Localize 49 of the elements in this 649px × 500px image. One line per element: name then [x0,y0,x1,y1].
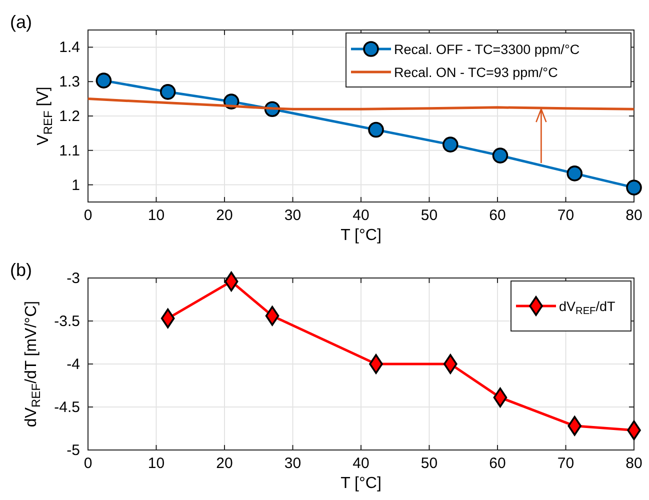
x-axis-title: T [°C] [340,475,382,492]
y-tick-label: 1.3 [59,74,80,91]
x-tick-label: 20 [216,207,233,224]
x-tick-label: 30 [284,207,302,224]
x-tick-label: 40 [352,455,370,472]
y-tick-label: 1 [72,176,80,194]
y-tick-label: -4 [66,356,80,373]
x-tick-label: 70 [557,207,574,224]
point [442,136,458,152]
point [369,354,383,374]
y-tick-label: -4.5 [54,399,80,416]
x-tick-label: 50 [420,455,438,472]
x-tick-label: 60 [489,207,506,224]
point [368,122,384,138]
point [160,84,176,100]
x-tick-label: 80 [626,207,642,224]
text: (a) [10,12,32,32]
point [568,416,582,436]
point [160,308,175,328]
legend-label: Recal. OFF - TC=3300 ppm/°C [394,42,580,57]
y-tick-label: 1.1 [59,142,80,160]
y-tick-label: 1.2 [59,108,80,125]
x-tick-label: 80 [626,455,642,472]
point [493,388,508,408]
x-tick-label: 50 [420,207,438,224]
point [265,306,280,326]
point [96,72,112,88]
point [626,180,642,196]
x-tick-label: 70 [557,455,574,472]
legend-label: dV$_{REF}$/dT [559,299,616,317]
x-tick-label: 10 [148,207,165,224]
point [492,148,508,164]
x-tick-label: 40 [352,207,370,224]
point [224,272,238,292]
y-tick-label: 1.4 [59,39,80,56]
point [566,166,583,182]
x-tick-label: 10 [148,455,165,472]
point [444,354,458,374]
x-tick-label: 0 [84,207,92,224]
x-tick-label: 0 [84,455,92,472]
text: (b) [10,260,32,280]
y-tick-label: -5 [66,442,80,459]
y-tick-label: -3.5 [54,313,80,330]
x-axis-title: T [°C] [340,227,382,244]
x-tick-label: 30 [284,455,302,472]
legend-label: Recal. ON - TC=93 ppm/°C [394,65,558,80]
x-tick-label: 20 [216,455,233,472]
x-tick-label: 60 [489,455,506,472]
y-tick-label: -3 [66,270,80,287]
